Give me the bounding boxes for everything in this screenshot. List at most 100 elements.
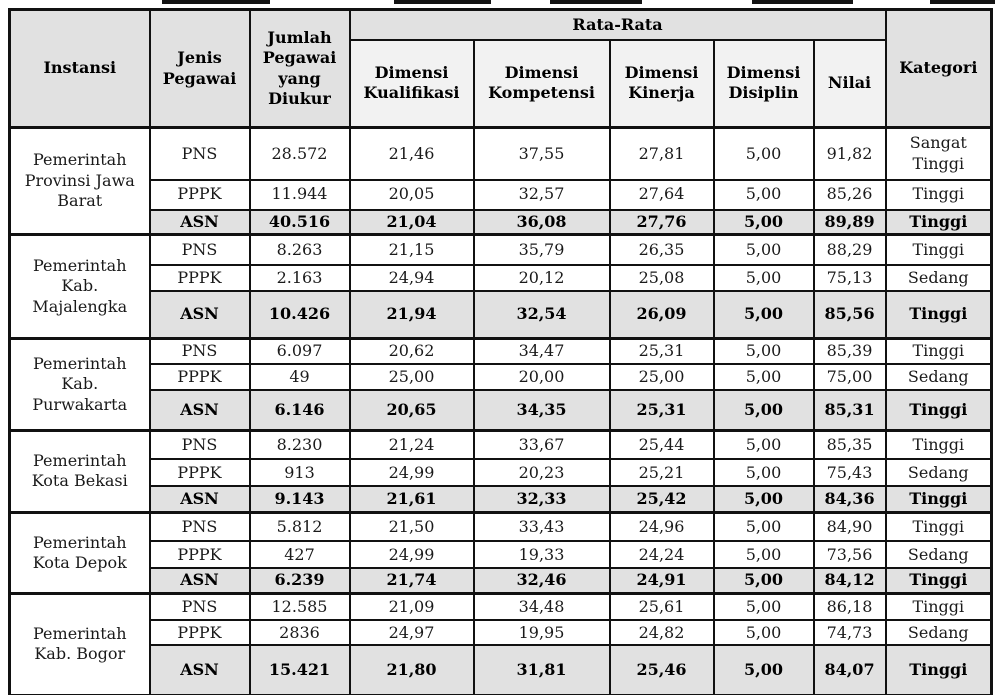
disiplin-cell: 5,00	[712, 644, 815, 695]
kompetensi-cell: 31,81	[472, 644, 611, 695]
jenis-cell: PPPK	[148, 540, 251, 570]
cropped-fragment	[162, 0, 270, 4]
table-row: Pemerintah Kab. Bogor PNS 12.585 21,09 34,48…	[8, 591, 993, 695]
kompetensi-cell: 34,47	[472, 336, 611, 366]
kualifikasi-cell: 21,80	[348, 644, 475, 695]
header-instansi: Instansi	[8, 8, 151, 129]
table-row: ASN 10.426 21,94 32,54 26,09 5,00 85,56 Tinggi	[10, 290, 993, 340]
kualifikasi-cell: 24,94	[348, 264, 475, 293]
table-row: ASN 40.516 21,04 36,08 27,76 5,00 89,89 Tinggi	[10, 208, 993, 236]
header-dimensi-kompetensi: Dimensi Kompetensi	[472, 38, 611, 129]
kualifikasi-cell: 21,50	[348, 510, 475, 543]
kompetensi-cell: 37,55	[472, 126, 611, 181]
table-row: ASN 15.421 21,80 31,81 25,46 5,00 84,07 Tinggi	[10, 644, 993, 695]
kualifikasi-cell: 21,74	[348, 567, 475, 595]
kategori-cell: Sedang	[884, 540, 993, 570]
nilai-cell: 85,26	[812, 178, 887, 211]
jumlah-cell: 15.421	[248, 644, 351, 695]
header-dimensi-kinerja: Dimensi Kinerja	[608, 38, 715, 129]
table-row: PPPK 913 24,99 20,23 25,21 5,00 75,43 Sedang	[10, 458, 993, 488]
kinerja-cell: 25,00	[608, 363, 715, 392]
kompetensi-cell: 33,67	[472, 428, 611, 461]
kinerja-cell: 26,09	[608, 290, 715, 340]
jumlah-cell: 10.426	[248, 290, 351, 340]
kompetensi-cell: 20,23	[472, 458, 611, 488]
kategori-cell: Tinggi	[884, 567, 993, 595]
instansi-cell: Pemerintah Kab. Bogor	[8, 591, 151, 695]
asn-index-table: Instansi Jenis Pegawai Jumlah Pegawai ya…	[8, 8, 994, 695]
kategori-cell: Sangat Tinggi	[884, 126, 993, 181]
disiplin-cell: 5,00	[712, 458, 815, 488]
disiplin-cell: 5,00	[712, 485, 815, 514]
disiplin-cell: 5,00	[712, 208, 815, 236]
jumlah-cell: 6.239	[248, 567, 351, 595]
kinerja-cell: 25,08	[608, 264, 715, 293]
kualifikasi-cell: 21,46	[348, 126, 475, 181]
jumlah-cell: 6.146	[248, 389, 351, 432]
kualifikasi-cell: 24,99	[348, 540, 475, 570]
jenis-cell: PNS	[148, 232, 251, 267]
cropped-fragment	[752, 0, 853, 4]
table-row: Pemerintah Provinsi Jawa Barat PNS 28.572 2…	[8, 126, 993, 236]
disiplin-cell: 5,00	[712, 336, 815, 366]
nilai-cell: 75,00	[812, 363, 887, 392]
kualifikasi-cell: 21,09	[348, 591, 475, 622]
jumlah-cell: 427	[248, 540, 351, 570]
kualifikasi-cell: 20,05	[348, 178, 475, 211]
nilai-cell: 88,29	[812, 232, 887, 267]
kinerja-cell: 26,35	[608, 232, 715, 267]
disiplin-cell: 5,00	[712, 591, 815, 622]
kinerja-cell: 25,61	[608, 591, 715, 622]
kinerja-cell: 24,96	[608, 510, 715, 543]
nilai-cell: 74,73	[812, 619, 887, 647]
table-row: Pemerintah Kab. Majalengka PNS 8.263 21,15 3…	[8, 232, 993, 340]
kinerja-cell: 24,82	[608, 619, 715, 647]
kompetensi-cell: 35,79	[472, 232, 611, 267]
kualifikasi-cell: 20,62	[348, 336, 475, 366]
jumlah-cell: 2.163	[248, 264, 351, 293]
kinerja-cell: 25,31	[608, 336, 715, 366]
kompetensi-cell: 19,95	[472, 619, 611, 647]
kualifikasi-cell: 21,61	[348, 485, 475, 514]
jenis-cell: PPPK	[148, 458, 251, 488]
instansi-cell: Pemerintah Kota Bekasi	[8, 428, 151, 514]
kompetensi-cell: 36,08	[472, 208, 611, 236]
jumlah-cell: 40.516	[248, 208, 351, 236]
kualifikasi-cell: 24,99	[348, 458, 475, 488]
jumlah-cell: 8.230	[248, 428, 351, 461]
kompetensi-cell: 32,57	[472, 178, 611, 211]
disiplin-cell: 5,00	[712, 232, 815, 267]
nilai-cell: 85,56	[812, 290, 887, 340]
jumlah-cell: 5.812	[248, 510, 351, 543]
table-row: PPPK 427 24,99 19,33 24,24 5,00 73,56 Sedang	[10, 540, 993, 570]
disiplin-cell: 5,00	[712, 619, 815, 647]
kinerja-cell: 27,76	[608, 208, 715, 236]
jenis-cell: PNS	[148, 510, 251, 543]
kualifikasi-cell: 20,65	[348, 389, 475, 432]
nilai-cell: 84,90	[812, 510, 887, 543]
kualifikasi-cell: 24,97	[348, 619, 475, 647]
table-row: Pemerintah Kab. Purwakarta PNS 6.097 20,62 3…	[8, 336, 993, 432]
jumlah-cell: 49	[248, 363, 351, 392]
kategori-cell: Tinggi	[884, 389, 993, 432]
instansi-cell: Pemerintah Kab. Purwakarta	[8, 336, 151, 432]
jenis-cell: ASN	[148, 567, 251, 595]
disiplin-cell: 5,00	[712, 178, 815, 211]
disiplin-cell: 5,00	[712, 264, 815, 293]
jumlah-cell: 28.572	[248, 126, 351, 181]
jenis-cell: PPPK	[148, 178, 251, 211]
instansi-cell: Pemerintah Kab. Majalengka	[8, 232, 151, 340]
disiplin-cell: 5,00	[712, 389, 815, 432]
jumlah-cell: 12.585	[248, 591, 351, 622]
table-row: Pemerintah Kota Bekasi PNS 8.230 21,24 33,67…	[8, 428, 993, 514]
nilai-cell: 85,35	[812, 428, 887, 461]
kinerja-cell: 24,91	[608, 567, 715, 595]
nilai-cell: 73,56	[812, 540, 887, 570]
header-nilai: Nilai	[812, 38, 887, 129]
nilai-cell: 75,43	[812, 458, 887, 488]
kompetensi-cell: 20,12	[472, 264, 611, 293]
disiplin-cell: 5,00	[712, 363, 815, 392]
nilai-cell: 75,13	[812, 264, 887, 293]
nilai-cell: 84,36	[812, 485, 887, 514]
